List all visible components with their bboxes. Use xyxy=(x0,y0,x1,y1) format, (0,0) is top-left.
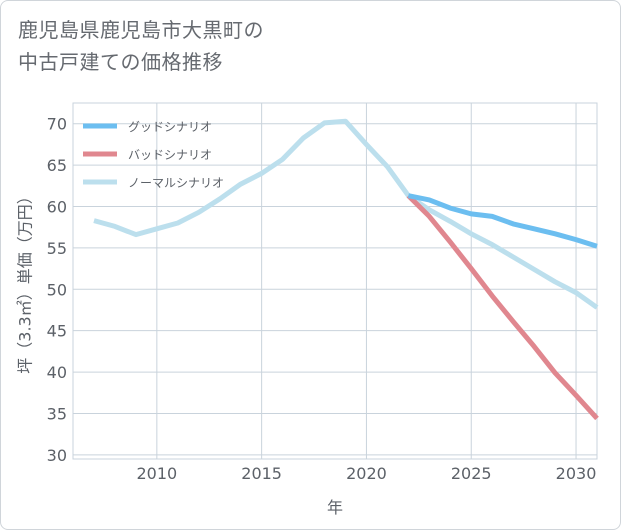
legend-label-bad: バッドシナリオ xyxy=(128,148,212,162)
y-axis-title: 坪（3.3㎡）単価（万円） xyxy=(16,188,35,373)
y-tick-label: 65 xyxy=(47,156,67,175)
series-lines xyxy=(93,118,599,421)
x-tick-label: 2015 xyxy=(241,464,282,483)
x-tick-label: 2010 xyxy=(136,464,177,483)
y-tick-label: 30 xyxy=(47,446,67,465)
y-tick-label: 45 xyxy=(47,322,67,341)
y-tick-label: 55 xyxy=(47,239,67,258)
series-line-good xyxy=(407,193,598,249)
x-axis-title: 年 xyxy=(327,498,343,517)
plot-area-border xyxy=(72,102,598,460)
x-tick-label: 2030 xyxy=(556,464,597,483)
chart-title: 鹿児島県鹿児島市大黒町の 中古戸建ての価格推移 xyxy=(18,14,264,78)
legend-label-normal: ノーマルシナリオ xyxy=(128,176,224,190)
x-tick-label: 2025 xyxy=(451,464,492,483)
chart-title-line-1: 鹿児島県鹿児島市大黒町の xyxy=(18,18,264,42)
y-tick-label: 50 xyxy=(47,280,67,299)
grid xyxy=(72,102,598,460)
chart-title-line-2: 中古戸建ての価格推移 xyxy=(18,50,223,74)
series-line-normal xyxy=(93,118,599,310)
y-tick-label: 70 xyxy=(47,115,67,134)
tick-labels: 2010 2015 2020 2025 2030 30 35 40 45 50 55 60 65 70 xyxy=(47,115,597,483)
x-tick-label: 2020 xyxy=(346,464,387,483)
y-tick-label: 35 xyxy=(47,404,67,423)
y-tick-label: 60 xyxy=(47,197,67,216)
series-line-bad xyxy=(406,193,599,421)
y-tick-label: 40 xyxy=(47,363,67,382)
legend-label-good: グッドシナリオ xyxy=(128,120,212,134)
